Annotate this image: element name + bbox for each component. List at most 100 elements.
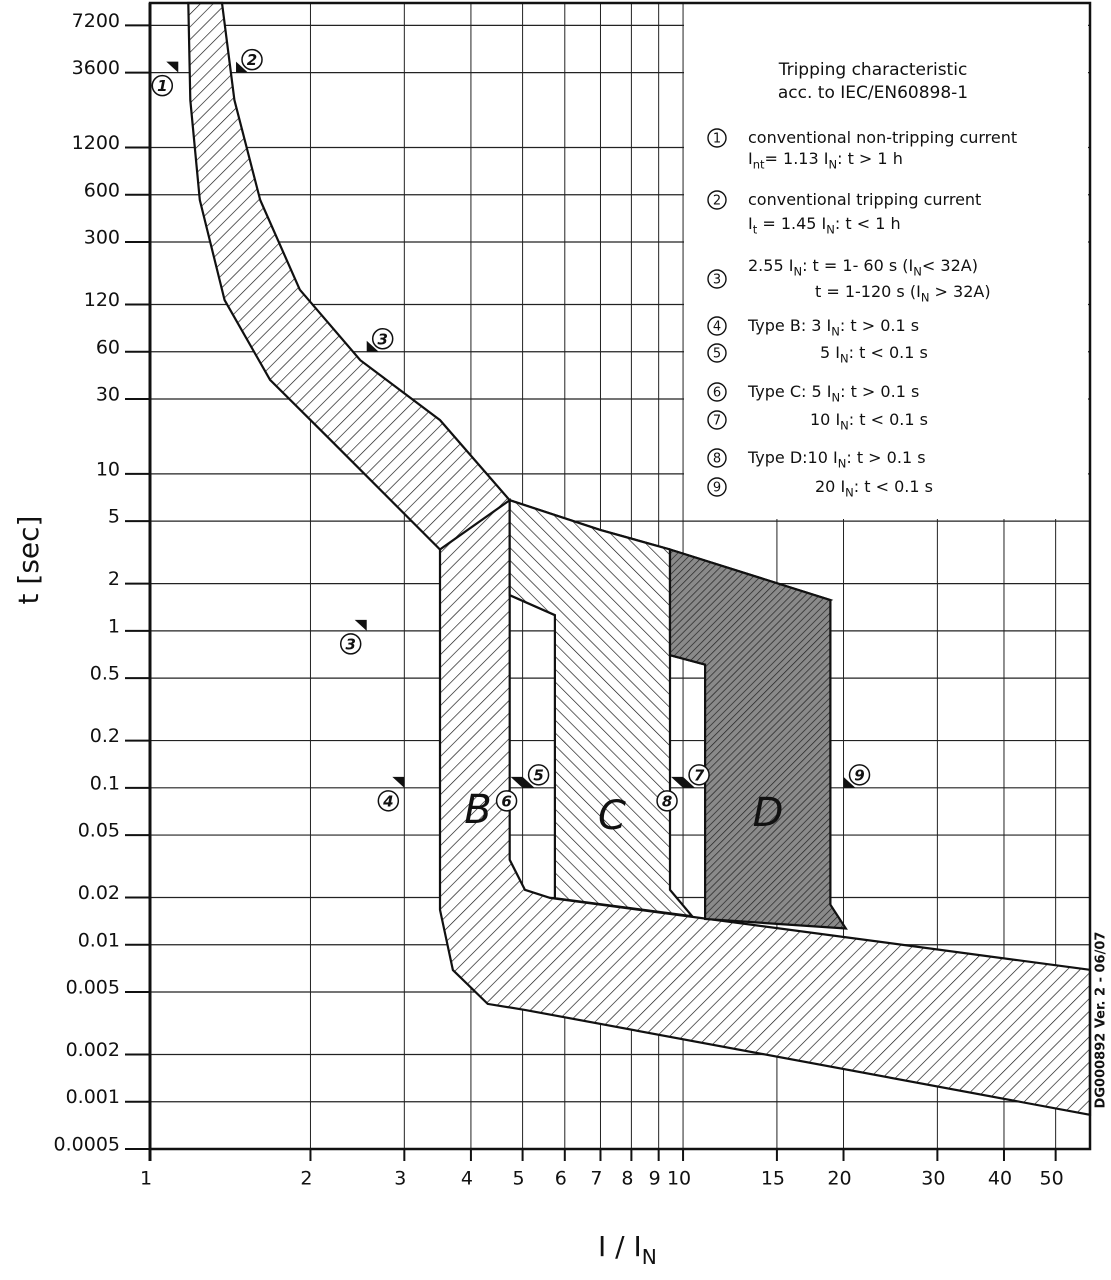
marker-badge [339, 633, 362, 655]
text-part: I [748, 149, 753, 168]
legend-badge [707, 410, 727, 430]
y-tick-label: 120 [84, 289, 120, 311]
subscript: N [913, 264, 922, 278]
text-part: < 32A) [922, 256, 978, 275]
y-tick-label: 2 [108, 568, 120, 590]
y-axis-label: t [sec] [12, 516, 45, 605]
y-tick-label: 10 [96, 458, 120, 480]
x-tick-label: 4 [461, 1168, 473, 1190]
y-tick-label: 0.005 [66, 977, 120, 999]
legend-badge [707, 382, 727, 402]
y-tick-label: 0.002 [66, 1039, 120, 1061]
legend-badge [707, 269, 727, 289]
x-tick-label: 9 [649, 1168, 661, 1190]
text-part: : t < 0.1 s [849, 343, 928, 362]
legend-number: 3 [713, 273, 721, 288]
legend-number: 6 [713, 386, 721, 401]
marker [683, 776, 696, 788]
text-part: conventional tripping current [748, 190, 981, 209]
legend-text: Type B: 3 IN: t > 0.1 s [747, 316, 919, 339]
marker [392, 776, 405, 788]
legend-number: 2 [713, 194, 721, 209]
x-tick-label: 15 [761, 1168, 785, 1190]
marker-label: 3 [377, 330, 387, 348]
text-part: 20 I [815, 477, 845, 496]
legend-text: 20 IN: t < 0.1 s [815, 477, 933, 500]
legend-text: 2.55 IN: t = 1- 60 s (IN< 32A) [748, 256, 978, 279]
subscript: N [921, 290, 930, 304]
marker [354, 619, 367, 631]
legend-title: acc. to IEC/EN60898-1 [778, 83, 968, 103]
x-tick-label: 30 [921, 1168, 945, 1190]
text-part: = 1.13 I [765, 149, 829, 168]
text-part: : t < 0.1 s [849, 410, 928, 429]
subscript: N [838, 456, 847, 470]
y-tick-label: 0.0005 [54, 1134, 120, 1156]
legend-text: conventional non-tripping current [748, 128, 1017, 147]
x-tick-label: 20 [827, 1168, 851, 1190]
text-part: : t > 0.1 s [846, 448, 925, 467]
band-label: B [464, 787, 491, 833]
x-tick-label: 1 [140, 1168, 152, 1190]
marker-label: 2 [247, 51, 257, 69]
x-tick-label: 5 [513, 1168, 525, 1190]
text-part: > 32A) [929, 282, 990, 301]
text-part: : t > 0.1 s [840, 382, 919, 401]
marker-badge [495, 790, 518, 812]
text-part: 2.55 I [748, 256, 793, 275]
marker [366, 340, 379, 352]
y-tick-label: 0.01 [78, 929, 120, 951]
legend-number: 7 [713, 414, 721, 429]
y-tick-label: 30 [96, 384, 120, 406]
marker-badge [371, 328, 394, 350]
legend-badge [707, 448, 727, 468]
marker [510, 776, 523, 788]
y-tick-label: 0.2 [90, 725, 120, 747]
text-part: I / I [598, 1230, 642, 1263]
subscript: nt [753, 157, 765, 171]
y-tick-label: 1200 [72, 132, 120, 154]
x-tick-label: 7 [590, 1168, 602, 1190]
text-part: Type D:10 I [747, 448, 838, 467]
subscript: N [793, 264, 802, 278]
y-tick-label: 0.1 [90, 772, 120, 794]
text-part: : t > 0.1 s [840, 316, 919, 335]
y-tick-label: 0.001 [66, 1086, 120, 1108]
foreground: 1 2 3 4 5 6 7 8 9 10 15 20 30 40 500.00050.0010.0020.0… [54, 1, 1092, 1268]
side-note: DG000892 Ver. 2 - 06/07 [1094, 932, 1109, 1109]
text-part: = 1.45 I [757, 214, 826, 233]
legend-number: 5 [713, 347, 721, 362]
y-tick-label: 3600 [72, 57, 120, 79]
subscript: N [831, 390, 840, 404]
x-tick-label: 3 [394, 1168, 406, 1190]
marker-badge [151, 74, 174, 97]
subscript: N [826, 222, 835, 236]
legend-box [684, 4, 1088, 519]
text-part: conventional non-tripping current [748, 128, 1017, 147]
legend-number: 4 [713, 320, 721, 335]
marker [522, 776, 535, 788]
marker [166, 61, 179, 73]
subscript: N [845, 485, 854, 499]
legend-text: t = 1-120 s (IN > 32A) [815, 282, 991, 305]
text-part: I [748, 214, 753, 233]
legend-text: Type C: 5 IN: t > 0.1 s [747, 382, 919, 405]
marker-label: 6 [501, 792, 511, 810]
marker-badge [241, 48, 263, 71]
subscript: t [753, 222, 758, 236]
y-tick-label: 0.5 [90, 663, 120, 685]
x-tick-label: 10 [667, 1168, 691, 1190]
y-tick-label: 1 [108, 615, 120, 637]
legend-text: Type D:10 IN: t > 0.1 s [747, 448, 926, 471]
band-label: C [598, 793, 626, 839]
x-tick-label: 50 [1040, 1168, 1064, 1190]
marker [671, 776, 684, 788]
x-tick-label: 40 [988, 1168, 1012, 1190]
x-tick-label: 6 [555, 1168, 567, 1190]
y-tick-label: 0.02 [78, 882, 120, 904]
legend-title: Tripping characteristic [778, 60, 968, 80]
marker-badge [656, 790, 678, 812]
text-part: Type B: 3 I [747, 316, 831, 335]
